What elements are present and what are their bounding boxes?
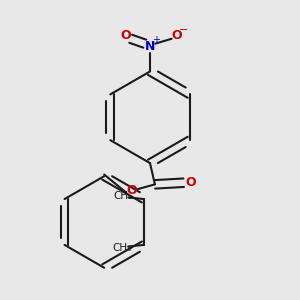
Text: N: N — [145, 40, 155, 53]
Text: O: O — [186, 176, 196, 189]
Text: O: O — [120, 29, 131, 42]
Text: O: O — [172, 29, 182, 42]
Text: CH₃: CH₃ — [112, 243, 131, 253]
Text: −: − — [179, 25, 189, 34]
Text: +: + — [152, 35, 160, 45]
Text: O: O — [126, 184, 137, 197]
Text: CH₃: CH₃ — [113, 191, 132, 201]
